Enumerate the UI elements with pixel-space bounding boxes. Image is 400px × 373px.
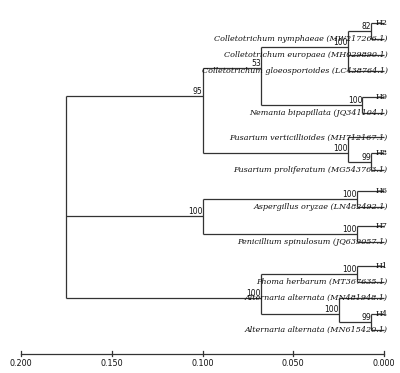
Text: 95: 95 [193, 87, 202, 96]
Text: 0.000: 0.000 [373, 359, 395, 368]
Text: 99: 99 [362, 153, 371, 162]
Text: 0.100: 0.100 [191, 359, 214, 368]
Text: 100: 100 [333, 144, 348, 154]
Text: 100: 100 [324, 305, 339, 314]
Text: Phoma herbarum (MT367635.1): Phoma herbarum (MT367635.1) [256, 278, 388, 286]
Text: 82: 82 [362, 22, 371, 31]
Text: H6: H6 [376, 187, 388, 195]
Text: 100: 100 [348, 97, 362, 106]
Text: 0.050: 0.050 [282, 359, 305, 368]
Text: Colletotrichum gloeosporioides (LC438764.1): Colletotrichum gloeosporioides (LC438764… [202, 67, 388, 75]
Text: Alternaria alternata (MN615420.1): Alternaria alternata (MN615420.1) [245, 326, 388, 333]
Text: Fusarium proliferatum (MG543763.1): Fusarium proliferatum (MG543763.1) [234, 166, 388, 173]
Text: Aspergillus oryzae (LN482492.1): Aspergillus oryzae (LN482492.1) [253, 203, 388, 211]
Text: 100: 100 [333, 38, 348, 47]
Text: H9: H9 [376, 94, 388, 101]
Text: Colletotrichum europaea (MH029890.1): Colletotrichum europaea (MH029890.1) [224, 51, 388, 59]
Text: 53: 53 [251, 59, 261, 68]
Text: 100: 100 [342, 190, 357, 199]
Text: H4: H4 [376, 310, 388, 317]
Text: 100: 100 [342, 225, 357, 233]
Text: 100: 100 [188, 207, 202, 216]
Text: Fusarium verticillioides (MH712167.1): Fusarium verticillioides (MH712167.1) [230, 134, 388, 141]
Text: Alternaria alternata (MN481948.1): Alternaria alternata (MN481948.1) [245, 294, 388, 301]
Text: 100: 100 [342, 264, 357, 273]
Text: 0.200: 0.200 [10, 359, 32, 368]
Text: H1: H1 [376, 261, 388, 270]
Text: Nemania bipapillata (JQ341104.1): Nemania bipapillata (JQ341104.1) [249, 110, 388, 117]
Text: 99: 99 [362, 313, 371, 322]
Text: Penicillium spinulosum (JQ639057.1): Penicillium spinulosum (JQ639057.1) [238, 238, 388, 245]
Text: 0.150: 0.150 [100, 359, 123, 368]
Text: 100: 100 [246, 289, 261, 298]
Text: Colletotrichum nymphaeae (MW217266.1): Colletotrichum nymphaeae (MW217266.1) [214, 35, 388, 43]
Text: H7: H7 [376, 222, 388, 229]
Text: H2: H2 [376, 19, 388, 27]
Text: H8: H8 [376, 150, 388, 157]
